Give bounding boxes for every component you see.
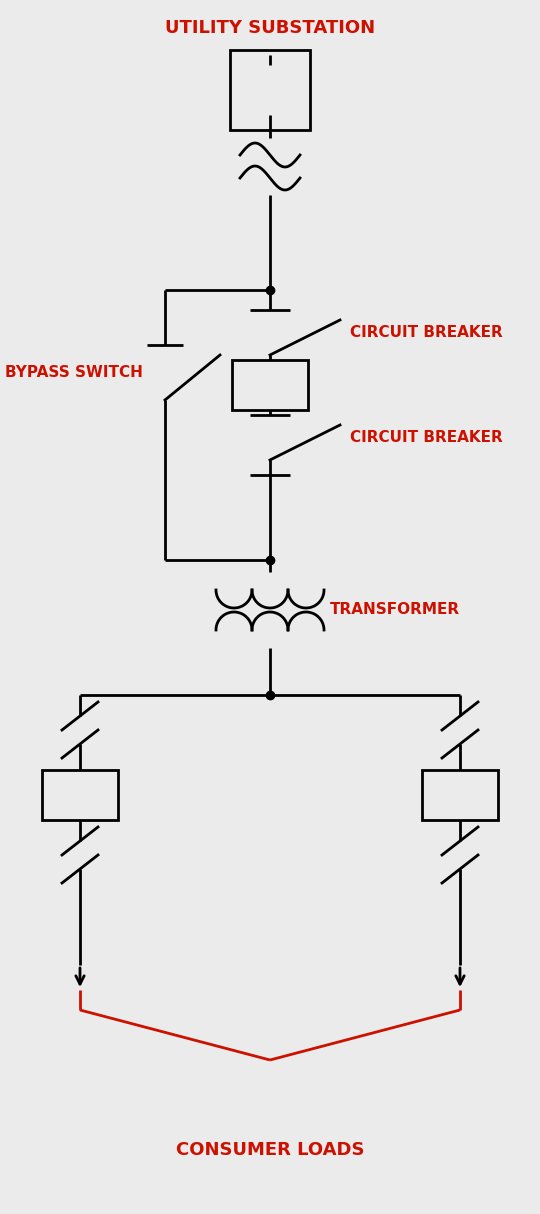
Text: BYPASS SWITCH: BYPASS SWITCH — [5, 365, 143, 380]
Text: CIRCUIT BREAKER: CIRCUIT BREAKER — [350, 325, 503, 340]
Bar — [230, 50, 310, 130]
Text: TRANSFORMER: TRANSFORMER — [330, 602, 460, 618]
Bar — [42, 770, 118, 819]
Bar — [422, 770, 498, 819]
Bar — [232, 361, 308, 410]
Text: CIRCUIT BREAKER: CIRCUIT BREAKER — [350, 430, 503, 446]
Text: CONSUMER LOADS: CONSUMER LOADS — [176, 1141, 364, 1159]
Text: UTILITY SUBSTATION: UTILITY SUBSTATION — [165, 19, 375, 36]
